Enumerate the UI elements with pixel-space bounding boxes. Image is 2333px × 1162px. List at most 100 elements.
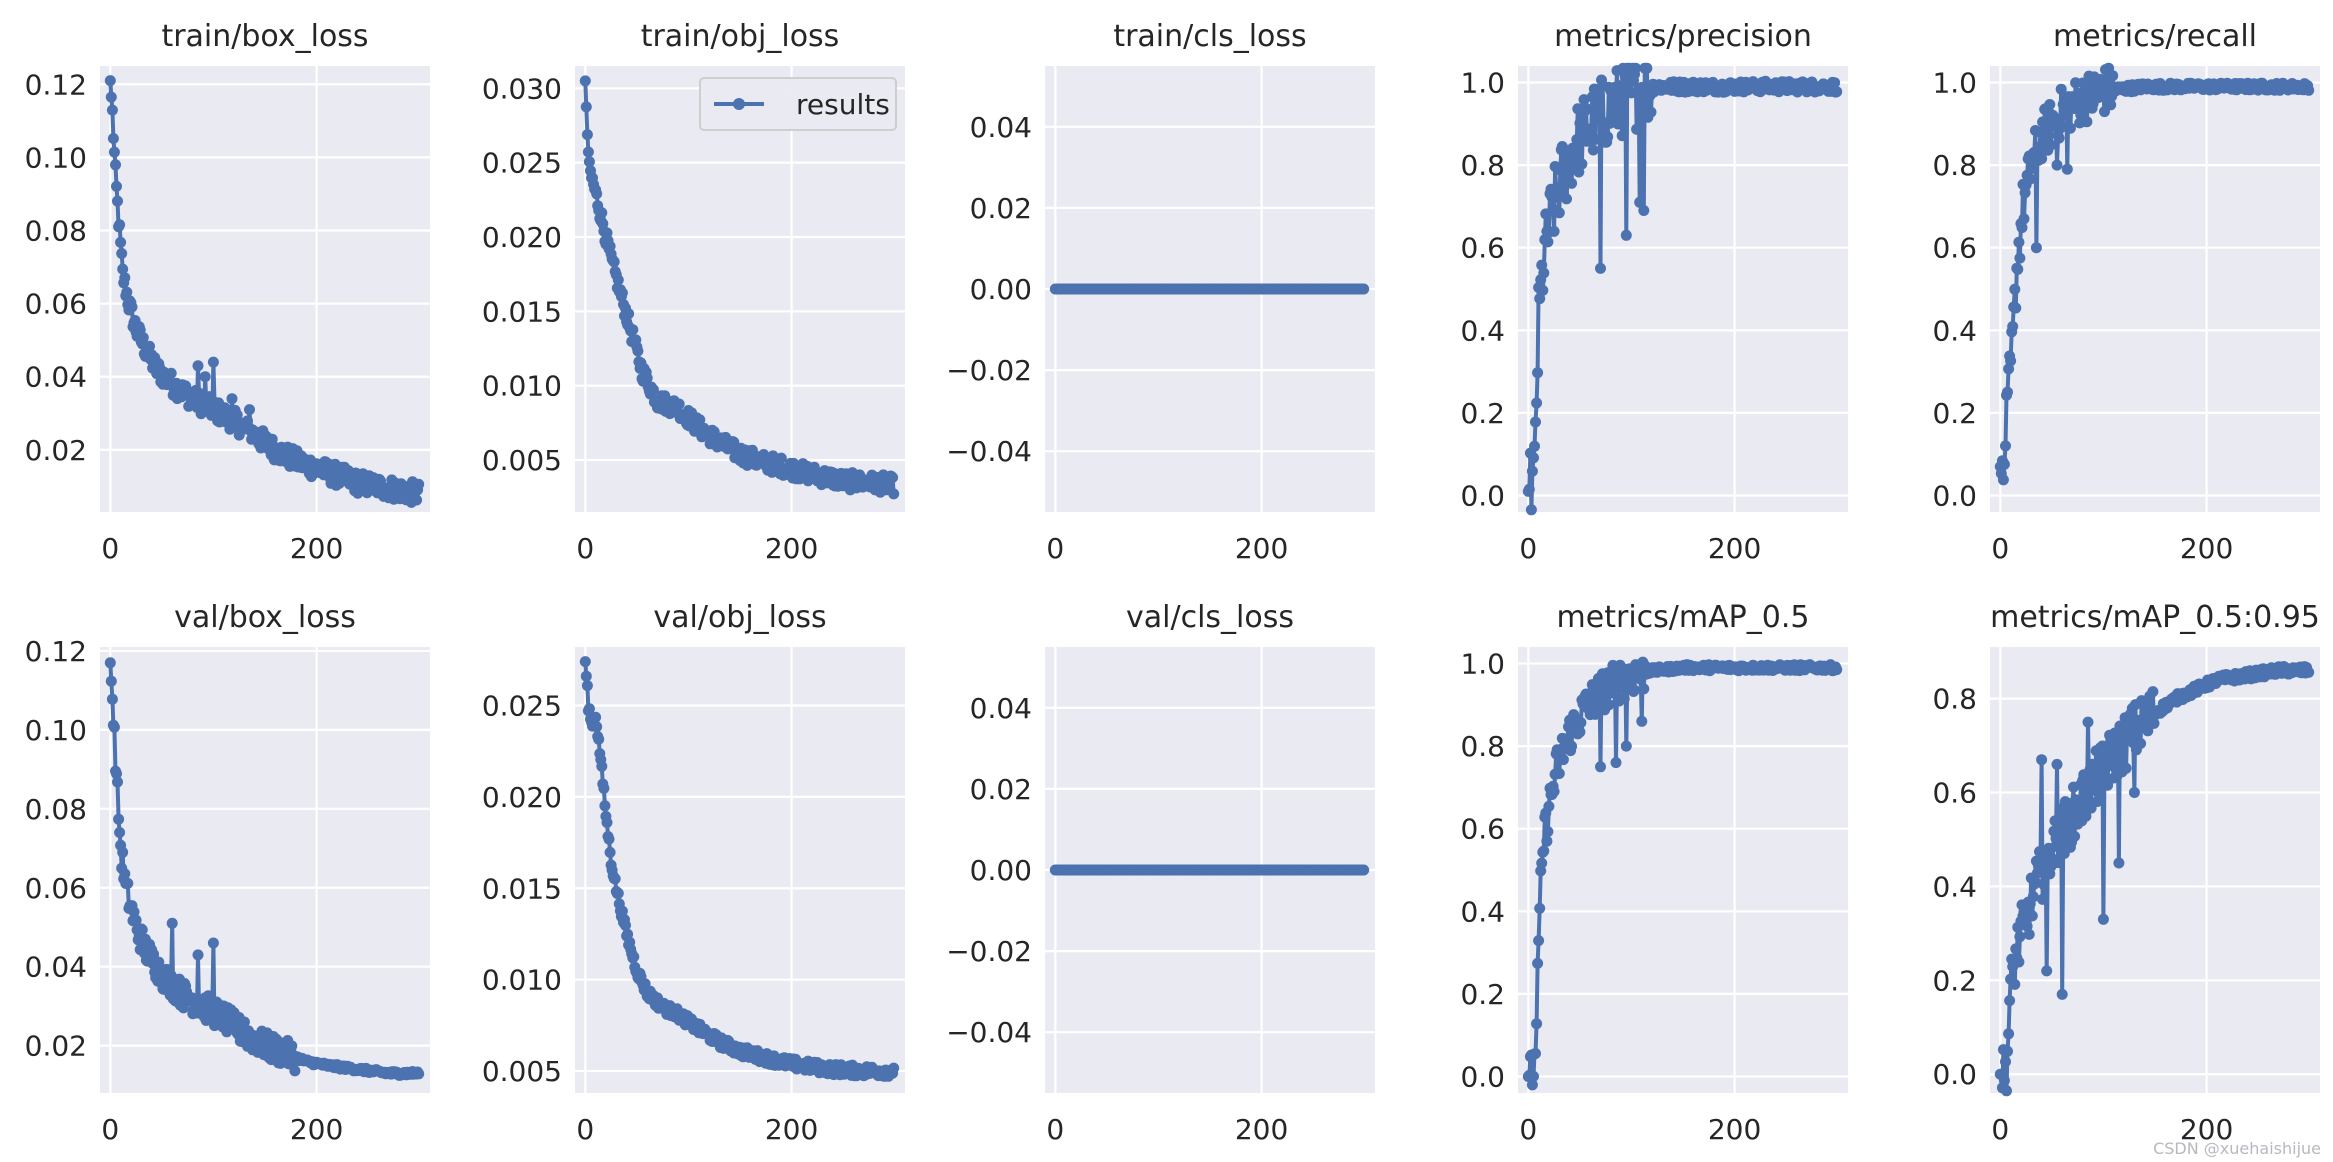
y-tick-label: −0.02 (946, 935, 1032, 968)
data-point (775, 452, 787, 464)
data-point (2110, 738, 2122, 750)
chart-title: val/cls_loss (1126, 600, 1294, 635)
data-point (580, 670, 592, 682)
data-point (1602, 131, 1614, 143)
data-point (289, 1065, 301, 1077)
y-tick-label: 0.015 (482, 872, 562, 905)
data-point (2056, 988, 2068, 1000)
data-point (1523, 483, 1535, 495)
chart-panel: 0.02 0.04 0.06 0.08 0.10 0.12 0 200 train/box_lo… (25, 19, 430, 565)
data-point (1531, 1018, 1543, 1030)
data-point (2056, 121, 2068, 133)
data-point (1629, 684, 1640, 696)
data-point (128, 906, 140, 918)
data-point (2018, 213, 2030, 225)
data-point (2053, 132, 2065, 144)
data-point (1358, 283, 1370, 295)
data-point (599, 800, 611, 812)
chart-panel: 0.005 0.010 0.015 0.020 0.025 0.030 0 200 train/… (482, 19, 905, 565)
y-tick-label: 0.8 (1460, 730, 1505, 763)
y-tick-label: 0.020 (482, 781, 562, 814)
x-tick-label: 200 (765, 1113, 818, 1146)
data-point (1615, 116, 1627, 128)
data-point (226, 393, 238, 405)
data-point (1553, 768, 1565, 779)
y-tick-label: 0.010 (482, 370, 562, 403)
data-point (2030, 242, 2042, 254)
legend-box (699, 77, 897, 131)
data-point (1537, 284, 1549, 296)
data-point (1580, 102, 1592, 114)
data-point (1529, 440, 1540, 452)
y-tick-label: 0.06 (25, 872, 87, 905)
data-point (413, 1068, 425, 1080)
data-point (590, 711, 602, 723)
x-tick-label: 200 (290, 1113, 343, 1146)
y-tick-label: 0.025 (482, 689, 562, 722)
data-point (1526, 1079, 1538, 1091)
data-point (117, 263, 129, 275)
data-point (2082, 716, 2094, 728)
data-point (112, 195, 123, 207)
data-point (616, 905, 628, 917)
data-point (623, 308, 635, 320)
data-point (1638, 205, 1650, 216)
chart-title: metrics/mAP_0.5:0.95 (1990, 600, 2320, 635)
y-tick-label: 0.4 (1932, 870, 1977, 903)
data-point (708, 426, 720, 438)
data-point (2055, 83, 2067, 95)
data-point (104, 657, 116, 669)
data-point (2122, 718, 2134, 730)
data-point (2000, 440, 2011, 452)
data-point (1566, 177, 1578, 189)
plot-area (575, 66, 905, 512)
data-point (632, 345, 644, 357)
data-point (1594, 90, 1605, 102)
data-point (411, 494, 423, 506)
data-point (105, 675, 117, 687)
x-tick-label: 200 (2180, 1113, 2233, 1146)
data-point (2097, 913, 2109, 925)
data-point (1541, 835, 1553, 847)
data-point (2147, 686, 2159, 698)
data-point (2061, 823, 2073, 835)
data-point (1532, 367, 1544, 379)
y-tick-label: 0.0 (1460, 479, 1505, 512)
chart-panel: 0.0 0.2 0.4 0.6 0.8 1.0 0 200 metrics/precision (1460, 19, 1848, 565)
data-point (1548, 225, 1560, 237)
data-point (2038, 879, 2050, 890)
data-point (2107, 760, 2119, 772)
data-point (137, 332, 149, 344)
data-point (207, 937, 219, 949)
data-point (1534, 902, 1546, 914)
data-point (2002, 1045, 2013, 1057)
y-tick-label: 0.04 (25, 951, 87, 984)
data-point (1630, 62, 1642, 74)
data-point (603, 833, 615, 845)
chart-title: val/box_loss (174, 600, 356, 635)
data-point (116, 248, 128, 259)
data-point (1577, 117, 1589, 129)
data-point (106, 693, 118, 705)
data-point (165, 367, 177, 379)
data-point (2102, 779, 2114, 791)
y-tick-label: 0.08 (25, 215, 87, 248)
data-point (596, 207, 608, 219)
data-point (2135, 738, 2147, 749)
data-point (2013, 236, 2025, 248)
y-tick-label: 0.6 (1932, 232, 1977, 265)
y-tick-label: 0.2 (1932, 964, 1977, 997)
chart-panel: 0.0 0.2 0.4 0.6 0.8 1.0 0 200 metrics/recall (1932, 19, 2320, 565)
y-tick-label: 0.4 (1460, 895, 1505, 928)
y-tick-label: 0.02 (970, 192, 1032, 225)
data-point (1571, 134, 1583, 145)
data-point (1635, 119, 1647, 131)
data-point (1531, 397, 1543, 409)
chart-panel: 0.02 0.04 0.06 0.08 0.10 0.12 0 200 val/box_loss (25, 600, 430, 1146)
data-point (153, 956, 165, 968)
data-point (888, 1062, 900, 1074)
data-point (2024, 173, 2036, 185)
data-point (2000, 1056, 2011, 1068)
data-point (641, 372, 653, 384)
data-point (106, 104, 118, 116)
